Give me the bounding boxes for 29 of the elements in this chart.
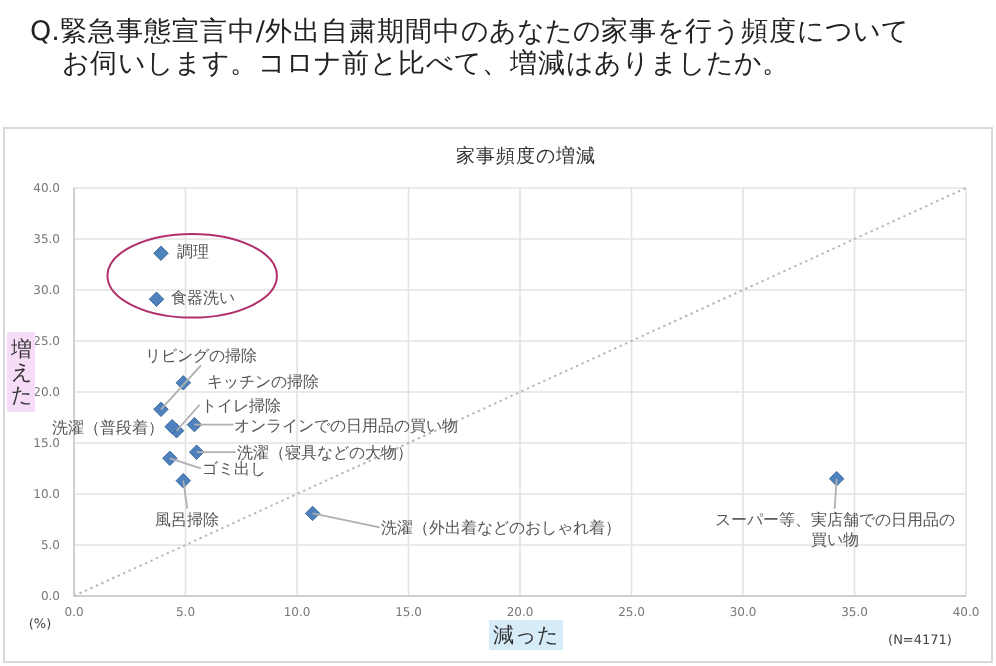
annotation: ゴミ出し — [201, 460, 266, 479]
label: 洗濯（普段着） — [52, 418, 165, 437]
title: Q.緊急事態宣言中/外出自粛期間中のあなたの家事を行う頻度についてお伺いします。コロナ前と比べて、増減はありましたか。 — [30, 16, 909, 80]
point — [148, 291, 165, 307]
point — [164, 418, 180, 435]
label: 調理 — [176, 243, 209, 262]
label: オンラインでの日用品の買い物 — [193, 416, 459, 435]
y-axis-title: 増えた — [9, 336, 33, 408]
x-axis-title: 減った — [493, 622, 559, 648]
label: 風呂掃除 — [155, 479, 220, 529]
point — [828, 471, 845, 487]
label: 洗濯（外出着などのおしゃれ着） — [311, 512, 621, 538]
point — [153, 245, 169, 261]
label: スーパー等、実店舗での日用品の買い物 — [714, 477, 955, 549]
annotation: リビングの掃除 — [144, 347, 257, 366]
chart-subtitle: 家事頻度の増減 — [456, 144, 596, 168]
label: ゴミ出し — [169, 457, 266, 479]
annotation: トイレ掃除 — [200, 396, 281, 415]
point — [153, 401, 169, 418]
annotation: オンラインでの日用品の買い物 — [234, 416, 459, 435]
label: 洗濯（寝具などの大物） — [195, 444, 413, 463]
label: 食器洗い — [170, 289, 235, 308]
annotation: スーパー等、実店舗での日用品の買い物 — [714, 510, 955, 549]
point — [304, 505, 321, 522]
annotation: 洗濯（外出着などのおしゃれ着） — [380, 519, 621, 538]
label: キッチンの掃除 — [207, 372, 320, 391]
annotation: 風呂掃除 — [155, 510, 220, 529]
point — [162, 450, 178, 466]
annotation: 洗濯（寝具などの大物） — [236, 444, 413, 463]
